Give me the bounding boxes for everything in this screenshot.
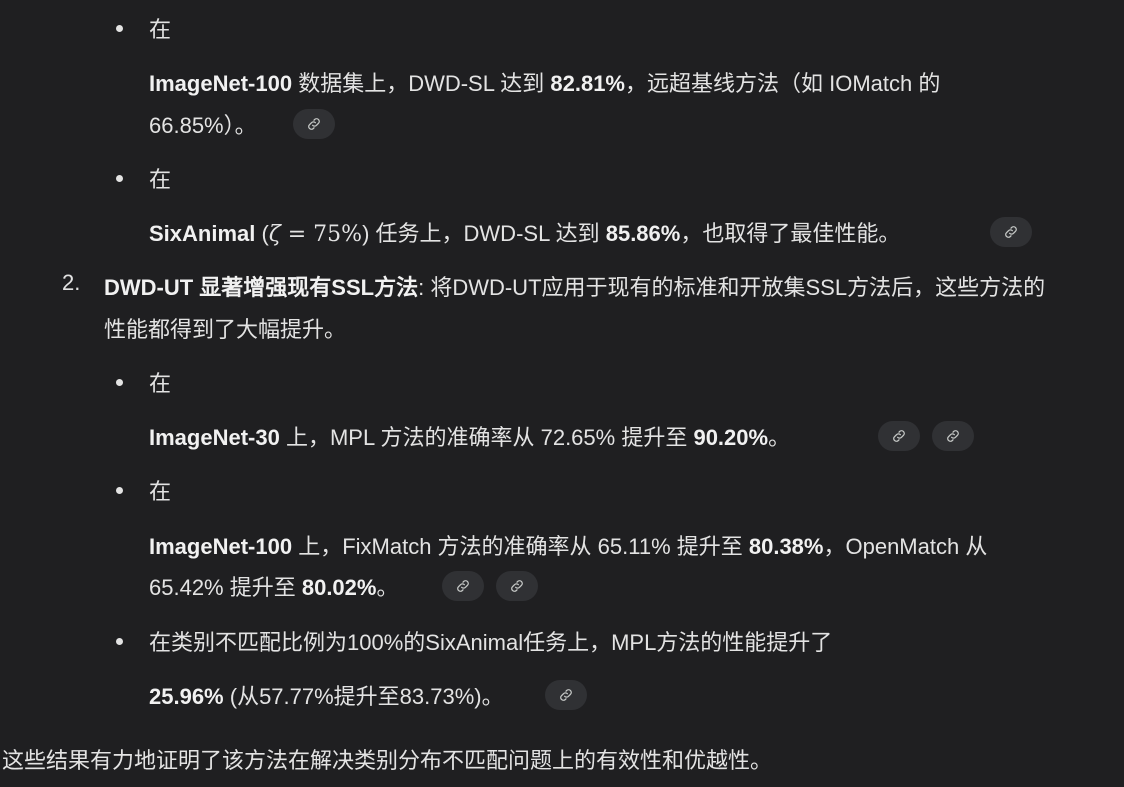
- metric-value: 82.81%: [550, 71, 625, 96]
- numbered-item-text: DWD-UT 显著增强现有SSL方法: 将DWD-UT应用于现有的标准和开放集S…: [104, 270, 1045, 302]
- source-link-chip[interactable]: [545, 680, 587, 710]
- bullet-lead: 在: [149, 479, 172, 504]
- metric-value: 80.38%: [748, 534, 824, 559]
- source-link-chip[interactable]: [496, 571, 538, 601]
- link-icon: [947, 430, 959, 442]
- bullet-lead: 在: [149, 17, 172, 42]
- link-icon: [457, 580, 469, 592]
- link-icon: [511, 580, 523, 592]
- list-number: 2.: [62, 270, 81, 295]
- text-span: 。: [768, 425, 791, 450]
- bullet-dot: [116, 487, 123, 494]
- metric-value: 90.20%: [693, 425, 769, 450]
- item-heading: DWD-UT 显著增强现有SSL方法: [104, 275, 419, 300]
- dataset-name: ImageNet-30: [149, 425, 280, 450]
- text-span: : 将DWD-UT应用于现有的标准和开放集SSL方法后，这些方法的: [418, 275, 1046, 300]
- text-span: 上，FixMatch 方法的准确率从 65.11% 提升至: [292, 534, 749, 559]
- math-expression: = 75%: [280, 222, 363, 247]
- bullet-lead: 在: [149, 371, 172, 396]
- text-span: ，OpenMatch 从: [823, 534, 988, 559]
- bullet-dot: [116, 25, 123, 32]
- bullet-lead: 在: [149, 167, 172, 192]
- source-link-chip[interactable]: [293, 109, 335, 139]
- link-icon: [560, 689, 572, 701]
- bullet-text-line: ImageNet-100 上，FixMatch 方法的准确率从 65.11% 提…: [149, 529, 987, 561]
- text-span: (从57.77%提升至83.73%)。: [223, 684, 504, 709]
- text-span: 。: [376, 575, 399, 600]
- source-link-chip[interactable]: [878, 421, 920, 451]
- source-link-chip[interactable]: [442, 571, 484, 601]
- metric-value: 25.96%: [149, 684, 224, 709]
- math-zeta: ζ: [268, 222, 281, 247]
- bullet-dot: [116, 379, 123, 386]
- source-link-chip[interactable]: [932, 421, 974, 451]
- bullet-text-line: SixAnimal (ζ = 75%) 任务上，DWD-SL 达到 85.86%…: [149, 216, 900, 248]
- link-icon: [1005, 226, 1017, 238]
- bullet-text-line: ImageNet-100 数据集上，DWD-SL 达到 82.81%，远超基线方…: [149, 66, 940, 98]
- bullet-text-line: 66.85%）。: [149, 113, 257, 138]
- text-span: 上，MPL 方法的准确率从 72.65% 提升至: [279, 425, 694, 450]
- text-span: ，远超基线方法（如 IOMatch 的: [625, 71, 941, 96]
- conclusion-paragraph: 这些结果有力地证明了该方法在解决类别分布不匹配问题上的有效性和优越性。: [2, 748, 773, 773]
- bullet-lead: 在类别不匹配比例为100%的SixAnimal任务上，MPL方法的性能提升了: [149, 630, 833, 655]
- text-span: ): [362, 221, 370, 246]
- bullet-text-line: ImageNet-30 上，MPL 方法的准确率从 72.65% 提升至 90.…: [149, 420, 790, 452]
- source-link-chip[interactable]: [990, 217, 1032, 247]
- dataset-name: ImageNet-100: [149, 71, 293, 96]
- bullet-text-line: 25.96% (从57.77%提升至83.73%)。: [149, 679, 504, 711]
- numbered-item-text: 性能都得到了大幅提升。: [104, 317, 347, 342]
- text-span: ，也取得了最佳性能。: [680, 221, 901, 246]
- text-span: 65.42% 提升至: [149, 575, 302, 600]
- text-span: 任务上，DWD-SL 达到: [369, 221, 606, 246]
- dataset-name: SixAnimal: [149, 221, 256, 246]
- text-span: (: [255, 221, 269, 246]
- bullet-text-line: 65.42% 提升至 80.02%。: [149, 570, 398, 602]
- bullet-dot: [116, 175, 123, 182]
- text-span: 数据集上，DWD-SL 达到: [292, 71, 551, 96]
- metric-value: 80.02%: [301, 575, 377, 600]
- link-icon: [893, 430, 905, 442]
- link-icon: [308, 118, 320, 130]
- metric-value: 85.86%: [605, 221, 681, 246]
- dataset-name: ImageNet-100: [149, 534, 293, 559]
- bullet-dot: [116, 638, 123, 645]
